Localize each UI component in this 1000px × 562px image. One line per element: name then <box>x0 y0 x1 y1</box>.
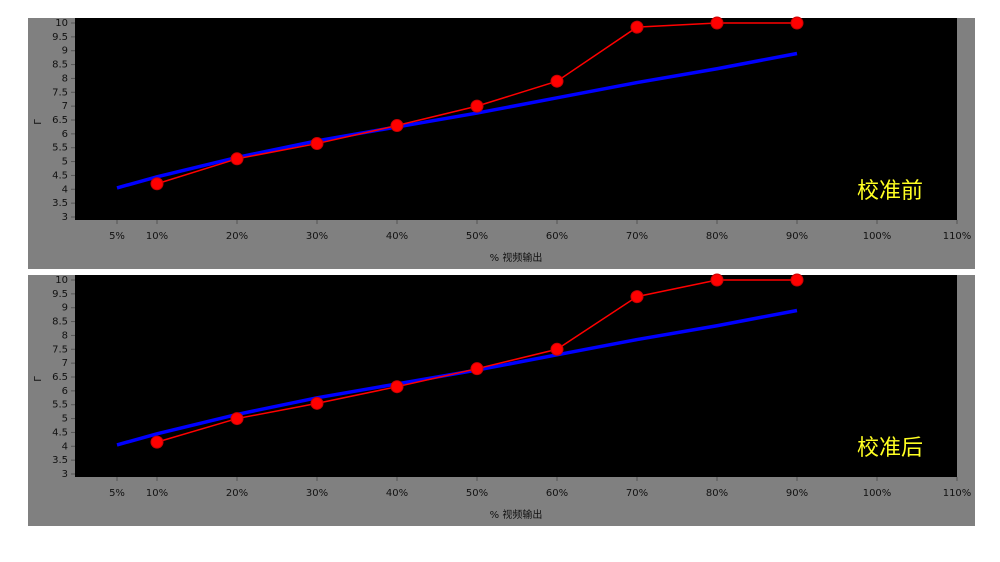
x-tick-label: 110% <box>943 231 972 242</box>
y-tick-label: 6.5 <box>52 115 68 126</box>
y-tick-label: 8.5 <box>52 317 68 328</box>
y-tick-label: 5 <box>62 157 68 168</box>
y-tick-label: 4 <box>62 441 68 452</box>
plot-area <box>75 18 957 220</box>
x-tick-label: 60% <box>546 488 568 499</box>
point <box>230 412 244 426</box>
point <box>710 16 724 30</box>
y-tick-label: 3.5 <box>52 198 68 209</box>
x-tick-label: 30% <box>306 488 328 499</box>
y-tick-label: 7 <box>62 358 68 369</box>
x-tick-label: 80% <box>706 231 728 242</box>
x-tick-label: 110% <box>943 488 972 499</box>
y-tick-label: 10 <box>55 18 68 29</box>
x-tick-label: 5% <box>109 488 125 499</box>
y-tick-label: 6 <box>62 386 68 397</box>
y-tick-label: 9.5 <box>52 32 68 43</box>
point <box>150 177 164 191</box>
x-tick-label: 20% <box>226 231 248 242</box>
y-tick-label: 8 <box>62 330 68 341</box>
x-tick-label: 90% <box>786 488 808 499</box>
x-tick-label: 60% <box>546 231 568 242</box>
point <box>390 380 404 394</box>
point <box>630 290 644 304</box>
point <box>710 273 724 287</box>
y-axis-title: Γ <box>33 119 44 125</box>
y-tick-label: 5 <box>62 414 68 425</box>
x-tick-label: 80% <box>706 488 728 499</box>
y-tick-label: 3 <box>62 212 68 223</box>
point <box>790 273 804 287</box>
series-line <box>116 51 798 190</box>
x-tick-label: 70% <box>626 231 648 242</box>
point <box>150 435 164 449</box>
y-tick-label: 7.5 <box>52 87 68 98</box>
y-tick-label: 10 <box>55 275 68 286</box>
y-tick-label: 9.5 <box>52 289 68 300</box>
x-tick-label: 70% <box>626 488 648 499</box>
y-tick-label: 4.5 <box>52 427 68 438</box>
point <box>630 20 644 34</box>
x-axis-title: % 视频输出 <box>490 251 543 264</box>
y-tick-label: 4.5 <box>52 170 68 181</box>
point <box>390 119 404 133</box>
point <box>310 137 324 151</box>
y-tick-label: 7.5 <box>52 344 68 355</box>
y-tick-label: 8 <box>62 73 68 84</box>
plot-area <box>75 275 957 477</box>
point <box>790 16 804 30</box>
y-tick-label: 9 <box>62 46 68 57</box>
y-tick-label: 4 <box>62 184 68 195</box>
y-tick-label: 3.5 <box>52 455 68 466</box>
y-tick-label: 8.5 <box>52 60 68 71</box>
y-tick-label: 3 <box>62 469 68 480</box>
point <box>310 396 324 410</box>
x-tick-label: 5% <box>109 231 125 242</box>
point <box>550 74 564 88</box>
x-tick-label: 100% <box>863 231 892 242</box>
x-tick-label: 90% <box>786 231 808 242</box>
x-tick-label: 10% <box>146 488 168 499</box>
point <box>230 152 244 166</box>
x-tick-label: 30% <box>306 231 328 242</box>
point <box>470 99 484 113</box>
annotation: 校准后 <box>857 436 923 461</box>
x-axis-title: % 视频输出 <box>490 508 543 521</box>
y-tick-label: 6.5 <box>52 372 68 383</box>
y-axis-title: Γ <box>33 376 44 382</box>
x-tick-label: 10% <box>146 231 168 242</box>
y-tick-label: 6 <box>62 129 68 140</box>
annotation: 校准前 <box>857 179 923 204</box>
y-tick-label: 9 <box>62 303 68 314</box>
x-tick-label: 20% <box>226 488 248 499</box>
x-tick-label: 40% <box>386 231 408 242</box>
x-tick-label: 100% <box>863 488 892 499</box>
x-tick-label: 50% <box>466 488 488 499</box>
y-tick-label: 7 <box>62 101 68 112</box>
x-tick-label: 40% <box>386 488 408 499</box>
point <box>550 342 564 356</box>
y-tick-label: 5.5 <box>52 400 68 411</box>
y-tick-label: 5.5 <box>52 143 68 154</box>
point <box>470 362 484 376</box>
x-tick-label: 50% <box>466 231 488 242</box>
